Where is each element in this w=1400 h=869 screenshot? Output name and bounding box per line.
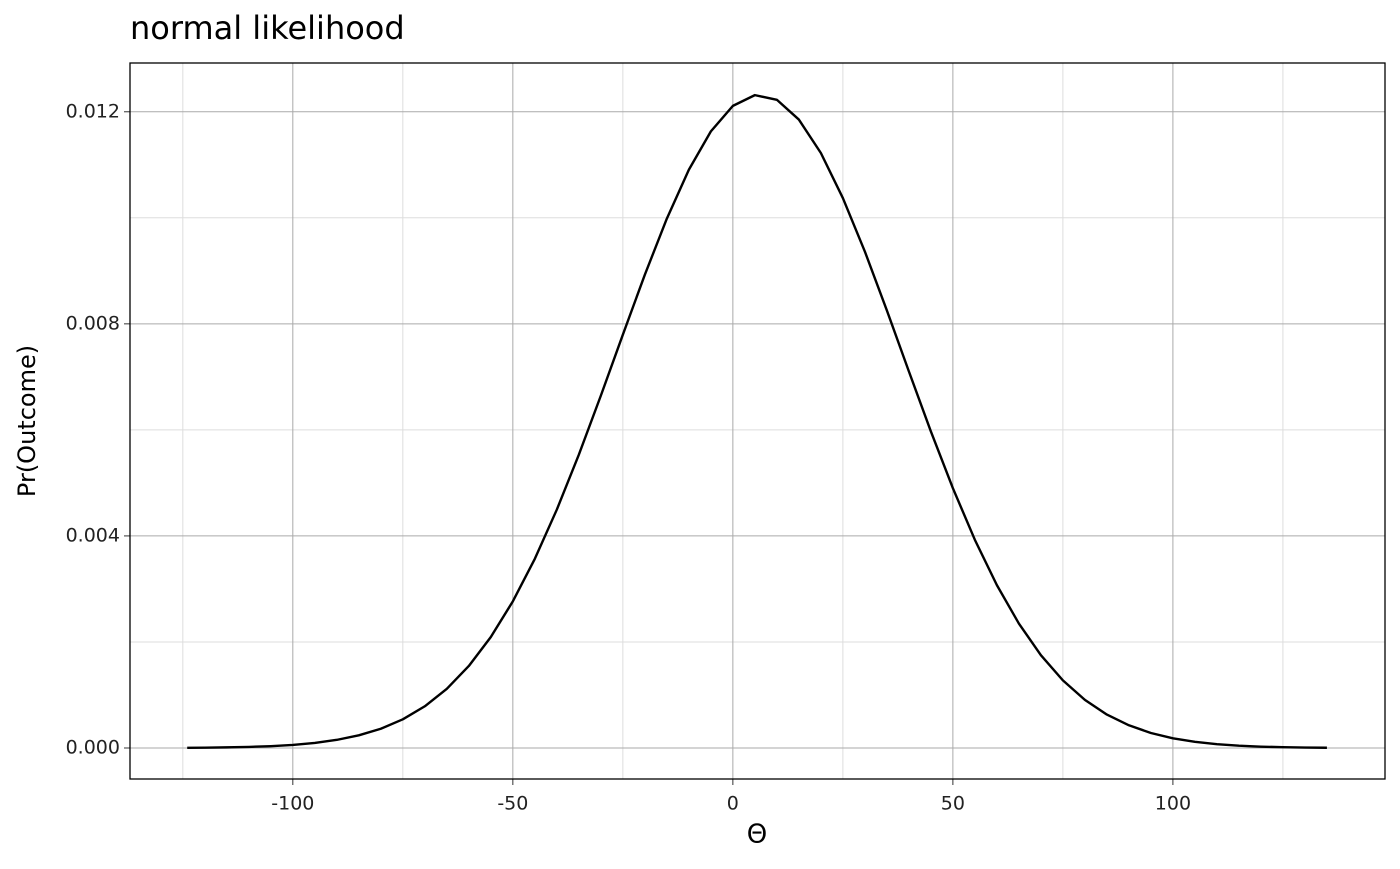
x-tick-label: 100 [1155, 793, 1191, 815]
y-tick-label: 0.012 [66, 100, 120, 122]
y-axis-label: Pr(Outcome) [13, 345, 41, 497]
y-tick-label: 0.008 [66, 312, 120, 334]
y-tick-label: 0.004 [66, 524, 120, 546]
chart-title: normal likelihood [130, 9, 405, 47]
x-tick-label: 0 [727, 793, 739, 815]
x-axis-label: Θ [747, 820, 767, 850]
x-tick-label: -50 [497, 793, 528, 815]
x-tick-label: -100 [271, 793, 314, 815]
line [187, 93, 1327, 749]
y-tick-label: 0.000 [66, 736, 120, 758]
x-tick-label: 50 [941, 793, 965, 815]
plot-border [129, 62, 1386, 780]
